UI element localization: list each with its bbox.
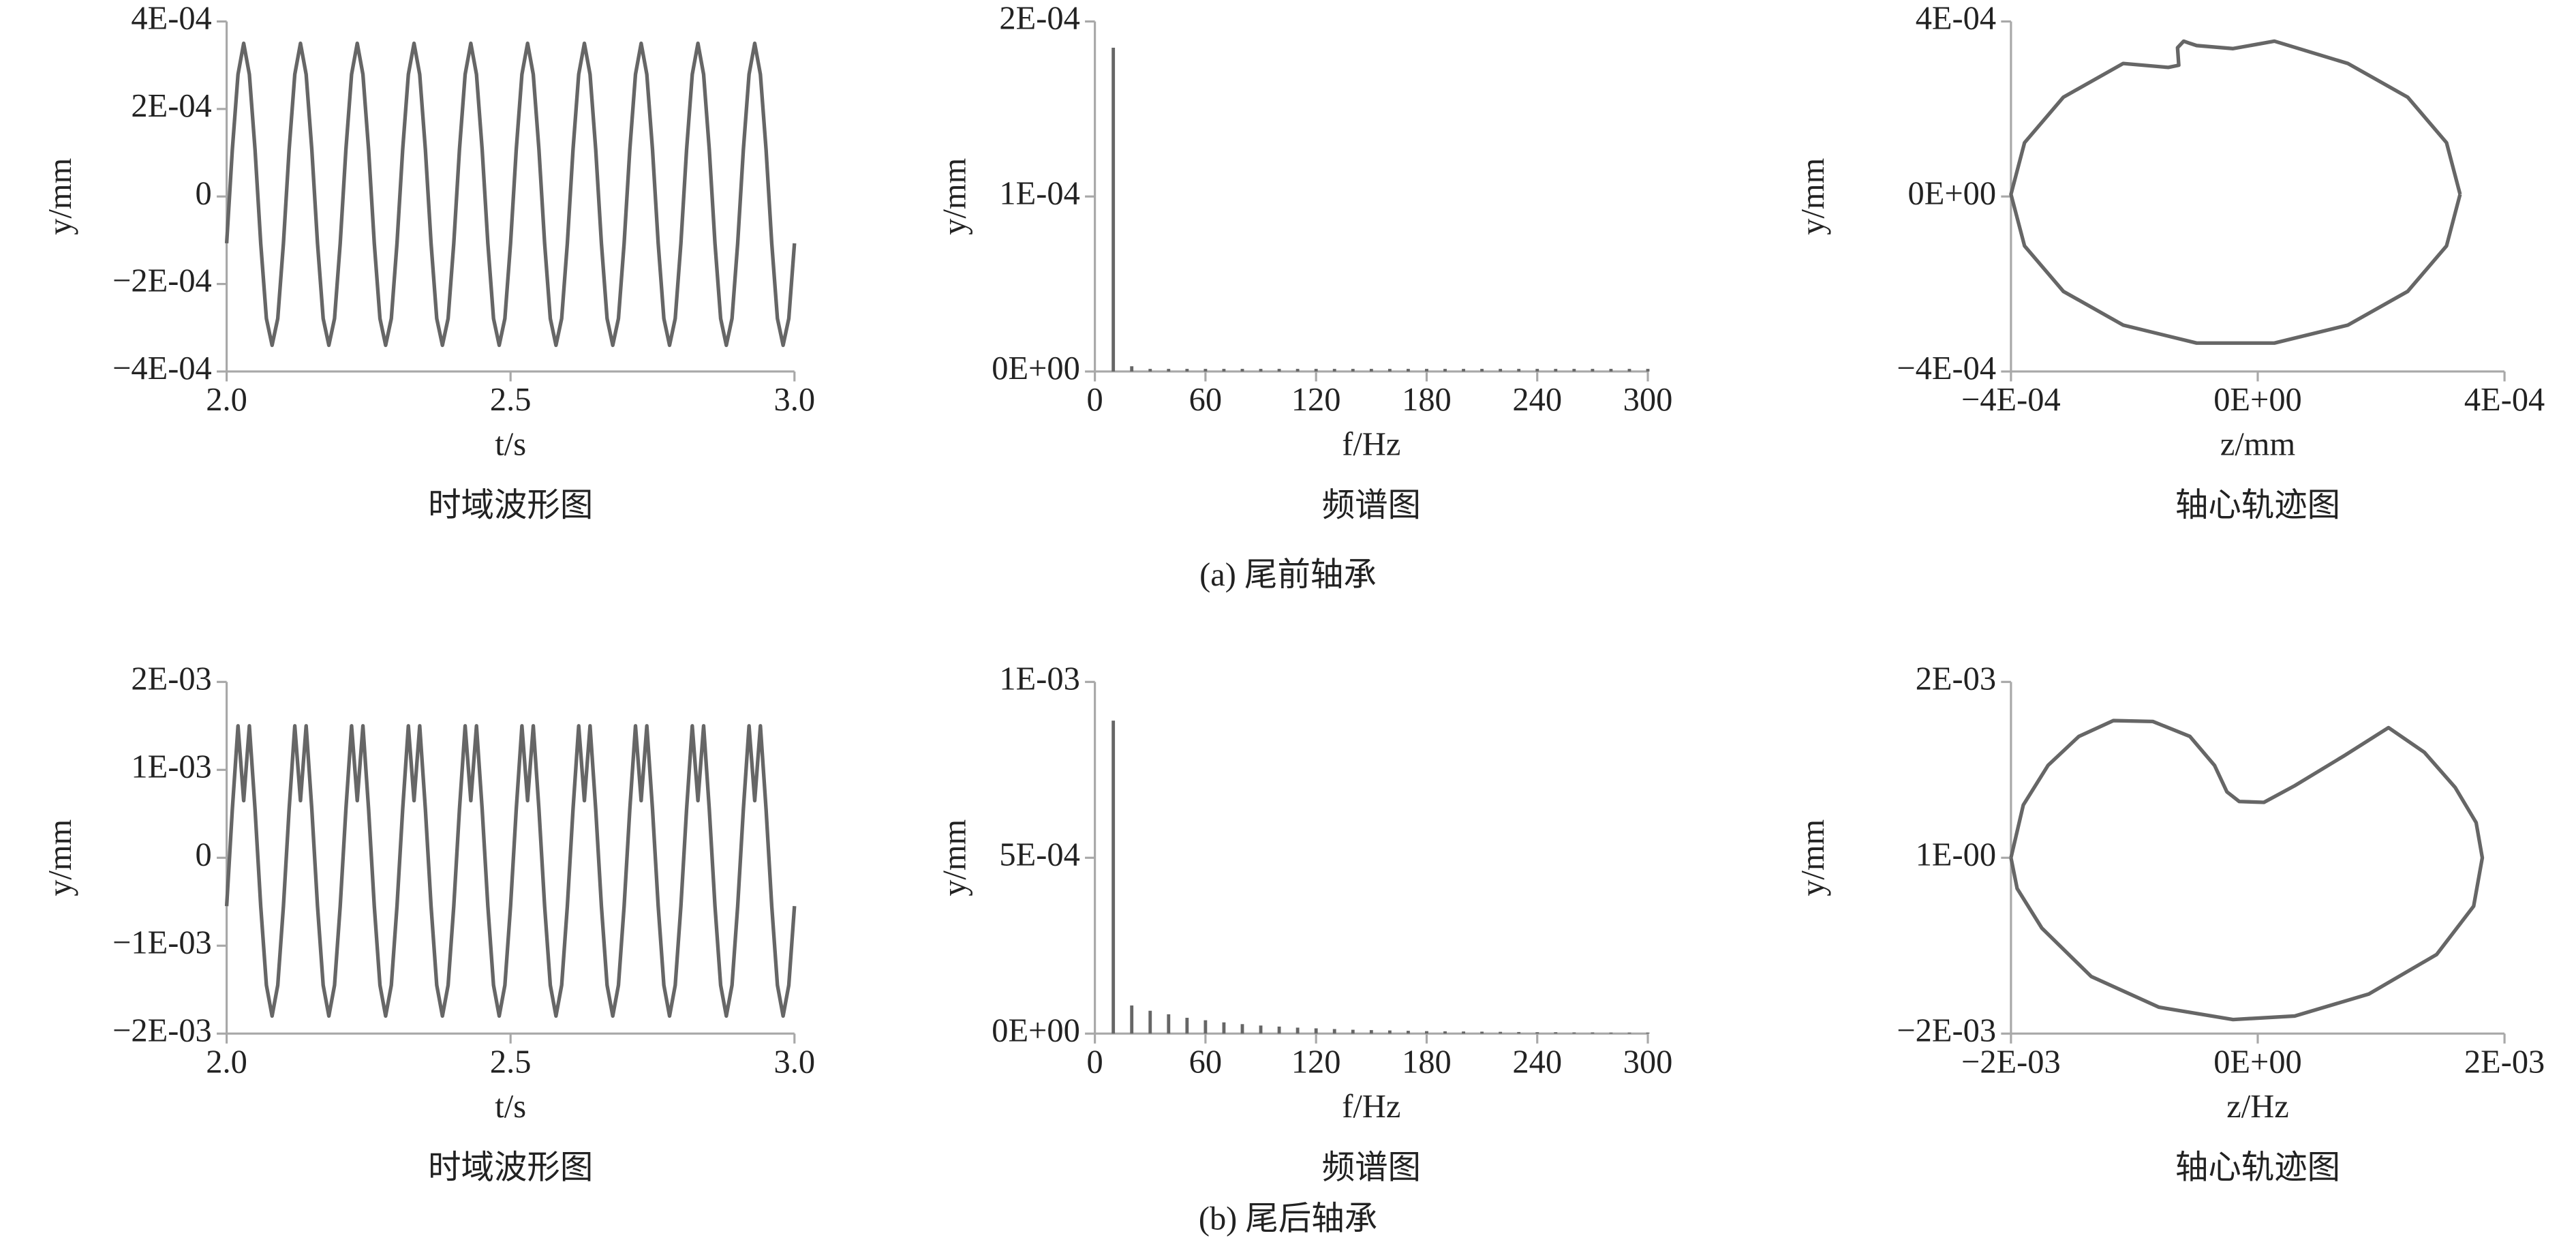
caption: 轴心轨迹图 [2175,1149,2340,1185]
caption: 时域波形图 [428,1149,593,1185]
x-axis-label: z/Hz [2226,1089,2288,1125]
x-axis-label: f/Hz [1342,1089,1400,1125]
y-axis-label: y/mm [42,819,78,896]
x-axis-label: t/s [495,426,526,462]
data-line [224,724,797,1018]
x-tick-label: −2E-03 [1961,1044,2061,1080]
caption: 轴心轨迹图 [2175,487,2340,524]
x-tick-label: 4E-04 [2464,382,2545,418]
caption: 时域波形图 [428,487,593,524]
y-tick-label: 1E-03 [999,661,1079,697]
x-tick-label: 180 [1402,1044,1452,1080]
y-tick-label: 0E+00 [992,1012,1080,1048]
x-tick-label: 2.0 [206,1044,247,1080]
x-tick-label: 2E-03 [2464,1044,2545,1080]
data-line [224,41,797,348]
y-tick-label: −2E-03 [1897,1012,1996,1048]
caption: 频谱图 [1322,487,1421,524]
y-axis-label: y/mm [937,819,973,896]
x-tick-label: 0E+00 [2213,1044,2302,1080]
x-tick-label: 240 [1512,1044,1562,1080]
x-tick-label: 300 [1623,1044,1673,1080]
x-tick-label: 60 [1189,1044,1222,1080]
data-line [2009,39,2462,345]
x-tick-label: 3.0 [774,1044,816,1080]
group-caption: (a) 尾前轴承 [1199,557,1377,593]
y-tick-label: −2E-03 [112,1012,212,1048]
y-tick-label: −4E-04 [1897,350,1996,387]
x-tick-label: 300 [1623,382,1673,418]
y-tick-label: 4E-04 [1916,1,1996,37]
x-tick-label: 120 [1291,1044,1341,1080]
y-tick-label: 1E-03 [131,748,211,785]
x-tick-label: 0 [1087,382,1103,418]
y-tick-label: −2E-04 [112,263,212,299]
y-tick-label: 2E-04 [131,88,211,124]
x-tick-label: −4E-04 [1961,382,2061,418]
y-tick-label: 4E-04 [131,1,211,37]
x-tick-label: 2.0 [206,382,247,418]
y-tick-label: 2E-04 [999,1,1079,37]
x-tick-label: 2.5 [490,382,532,418]
y-axis-label: y/mm [42,158,78,235]
y-axis-label: y/mm [1795,819,1831,896]
y-tick-label: −4E-04 [112,350,212,387]
x-tick-label: 0 [1087,1044,1103,1080]
y-tick-label: 0E+00 [992,350,1080,387]
y-tick-label: 1E-00 [1916,836,1996,873]
caption: 频谱图 [1322,1149,1421,1185]
group-caption: (b) 尾后轴承 [1199,1200,1377,1237]
x-tick-label: 240 [1512,382,1562,418]
x-tick-label: 3.0 [774,382,816,418]
x-tick-label: 0E+00 [2213,382,2302,418]
x-tick-label: 2.5 [490,1044,532,1080]
y-tick-label: 5E-04 [999,836,1079,873]
x-tick-label: 60 [1189,382,1222,418]
x-tick-label: 180 [1402,382,1452,418]
y-tick-label: 0 [196,836,212,873]
y-axis-label: y/mm [1795,158,1831,235]
y-tick-label: 2E-03 [131,661,211,697]
data-line [2009,719,2485,1022]
x-axis-label: z/mm [2220,426,2295,462]
y-tick-label: 1E-04 [999,175,1079,211]
y-tick-label: 0E+00 [1908,175,1997,211]
y-axis-label: y/mm [937,158,973,235]
x-tick-label: 120 [1291,382,1341,418]
x-axis-label: t/s [495,1089,526,1125]
y-tick-label: 0 [196,175,212,211]
x-axis-label: f/Hz [1342,426,1400,462]
y-tick-label: −1E-03 [112,924,212,961]
y-tick-label: 2E-03 [1916,661,1996,697]
